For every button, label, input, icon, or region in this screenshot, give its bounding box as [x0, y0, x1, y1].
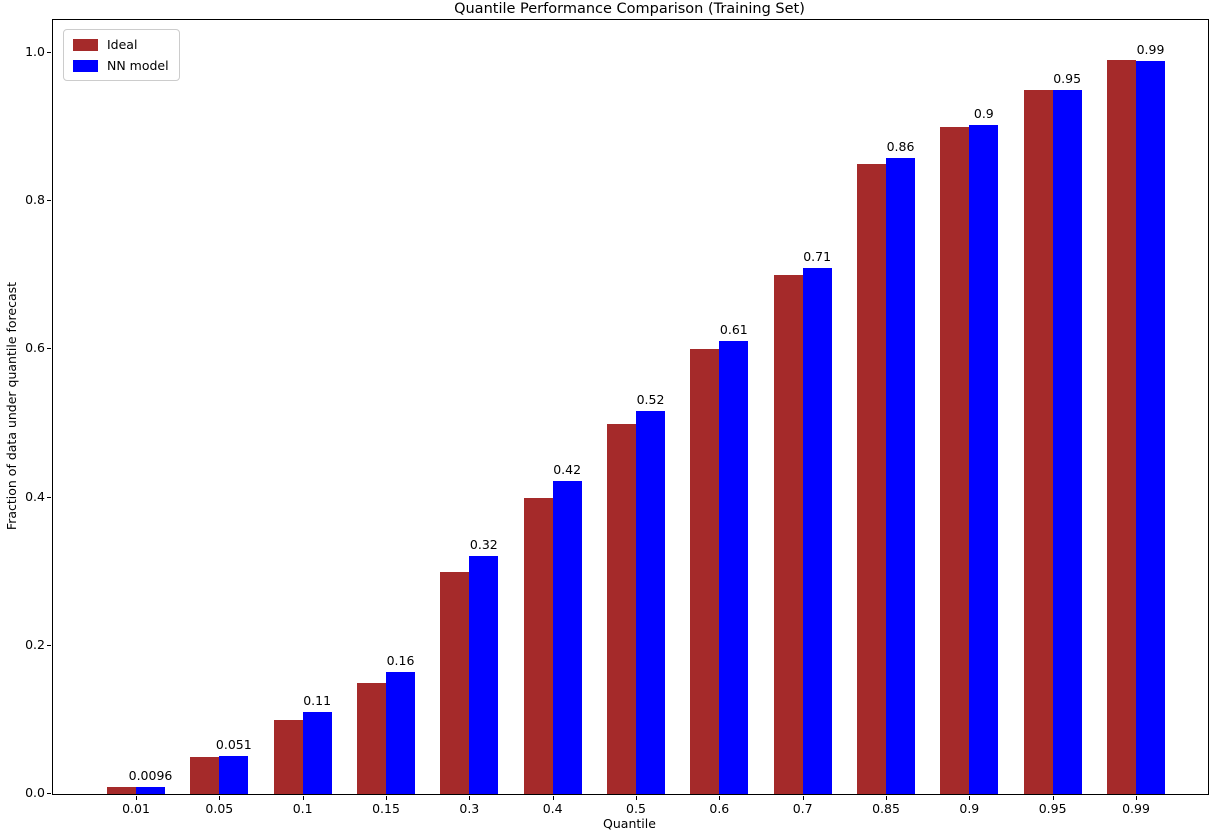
bar-nn-model	[635, 410, 665, 794]
bar-ideal	[690, 349, 720, 794]
bar-value-label: 0.0096	[128, 767, 173, 783]
x-tick-mark	[219, 796, 221, 800]
x-tick-label: 0.1	[292, 801, 313, 816]
x-tick-label: 0.01	[122, 801, 150, 816]
bar-value-label: 0.99	[1136, 42, 1165, 58]
y-tick-label: 1.0	[25, 44, 45, 59]
bar-value-label: 0.11	[303, 692, 332, 708]
bar-nn-model	[1135, 61, 1165, 794]
bar-value-label: 0.051	[215, 737, 252, 753]
bar-value-label: 0.95	[1053, 71, 1082, 87]
bar-ideal	[273, 719, 303, 794]
bar-nn-model	[302, 711, 332, 794]
bar-nn-model	[802, 267, 832, 794]
bar-value-label: 0.9	[973, 105, 994, 121]
bar-ideal	[940, 127, 970, 794]
y-tick-mark	[47, 200, 51, 202]
bar-value-label: 0.32	[469, 537, 498, 553]
bar-ideal	[190, 756, 220, 794]
y-tick-label: 0.2	[25, 636, 45, 652]
bar-nn-model	[719, 341, 749, 794]
y-tick-mark	[47, 496, 51, 498]
y-tick-label: 0.8	[25, 192, 45, 208]
bar-nn-model	[469, 556, 499, 794]
x-tick-mark	[969, 796, 971, 800]
legend-item-nn-model: NN model	[73, 58, 169, 73]
bar-ideal	[773, 275, 803, 794]
x-tick-mark	[635, 796, 637, 800]
x-tick-label: 0.05	[205, 801, 234, 816]
x-tick-label: 0.9	[959, 801, 980, 816]
bar-nn-model	[885, 158, 915, 794]
legend-item-ideal: Ideal	[73, 37, 169, 52]
x-tick-mark	[802, 796, 804, 800]
x-tick-mark	[552, 796, 554, 800]
bar-ideal	[356, 682, 386, 794]
bar-value-label: 0.16	[386, 653, 415, 669]
bar-nn-model	[969, 124, 999, 794]
x-tick-mark	[1052, 796, 1054, 800]
bar-nn-model	[385, 672, 415, 794]
x-tick-mark	[1135, 796, 1137, 800]
legend-swatch-nn-model	[73, 59, 98, 72]
bar-value-label: 0.52	[636, 391, 665, 407]
bar-ideal	[440, 571, 470, 794]
x-tick-label: 0.15	[372, 801, 400, 816]
x-tick-mark	[719, 796, 721, 800]
bar-nn-model	[552, 480, 582, 794]
y-tick-mark	[47, 52, 51, 53]
x-tick-label: 0.5	[626, 801, 646, 816]
x-tick-mark	[385, 796, 387, 800]
x-tick-mark	[302, 796, 304, 800]
x-tick-mark	[469, 796, 471, 800]
bar-ideal	[1023, 90, 1053, 794]
bar-ideal	[107, 786, 136, 794]
y-tick-mark	[47, 793, 51, 794]
bar-ideal	[1106, 60, 1136, 794]
x-tick-label: 0.3	[459, 801, 480, 816]
y-tick-label: 0.4	[25, 488, 45, 504]
x-tick-label: 0.99	[1122, 801, 1150, 816]
bar-nn-model	[136, 786, 165, 794]
bar-ideal	[856, 164, 886, 794]
x-tick-label: 0.4	[542, 801, 563, 816]
y-tick-mark	[47, 348, 51, 350]
x-tick-label: 0.7	[792, 801, 813, 816]
x-axis-label: Quantile	[603, 816, 656, 831]
y-tick-mark	[47, 644, 51, 646]
y-axis-label: Fraction of data under quantile forecast	[4, 281, 19, 531]
x-tick-mark	[885, 796, 887, 800]
legend-label-ideal: Ideal	[107, 37, 138, 52]
x-tick-label: 0.95	[1038, 801, 1067, 816]
legend: Ideal NN model	[63, 29, 180, 81]
x-tick-mark	[136, 796, 137, 800]
y-tick-label: 0.6	[25, 340, 45, 356]
bar-ideal	[523, 497, 553, 794]
bar-ideal	[606, 423, 636, 794]
bar-nn-model	[219, 756, 249, 794]
legend-label-nn-model: NN model	[107, 58, 169, 73]
x-tick-label: 0.6	[709, 801, 730, 816]
y-tick-label: 0.0	[25, 785, 45, 800]
x-tick-label: 0.85	[872, 801, 900, 816]
bar-value-label: 0.71	[803, 248, 832, 264]
legend-swatch-ideal	[73, 38, 98, 51]
bar-value-label: 0.86	[886, 139, 915, 155]
chart-title: Quantile Performance Comparison (Trainin…	[454, 1, 805, 17]
bar-value-label: 0.61	[719, 322, 748, 338]
plot-area: Ideal NN model 0.0 0.2 0.4 0.6 0.8 1.0 0.01 0.0…	[25, 19, 1209, 816]
bar-nn-model	[1052, 90, 1082, 794]
bar-value-label: 0.42	[553, 461, 582, 477]
